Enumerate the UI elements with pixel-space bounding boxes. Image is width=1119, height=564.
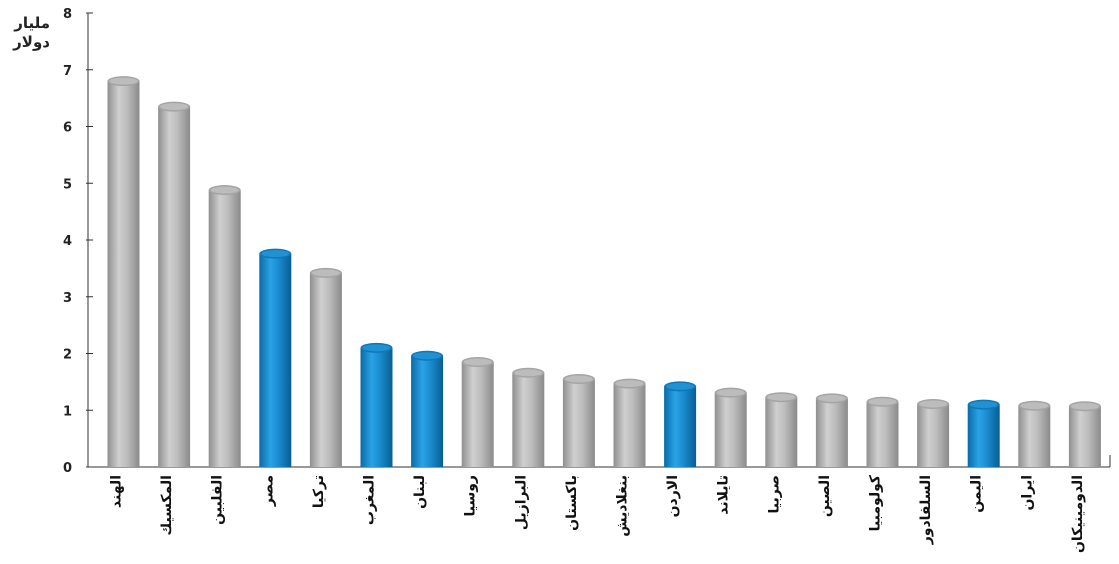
category-label: الهند [109, 475, 125, 508]
bar-1 [107, 76, 140, 467]
bar-11 [613, 378, 646, 467]
bar-cap-highlight [666, 382, 695, 390]
bar-cap-highlight [261, 250, 290, 258]
bar-body [765, 397, 798, 467]
bar-body [309, 272, 342, 467]
category-label: الاردن [665, 475, 681, 517]
bar-13 [714, 387, 747, 467]
category-label: تركيا [311, 475, 327, 508]
category-label: الفلبين [210, 475, 226, 525]
y-tick-label: 4 [63, 234, 72, 249]
bar-cap-highlight [868, 398, 897, 406]
category-label: روسيا [463, 475, 479, 517]
bar-6 [360, 342, 393, 467]
bar-15 [815, 393, 848, 467]
category-label: المكسيك [159, 475, 175, 536]
bar-20 [1068, 401, 1101, 467]
bar-18 [967, 399, 1000, 467]
bar-14 [765, 392, 798, 467]
bar-12 [664, 381, 697, 467]
bar-body [866, 401, 899, 467]
bar-8 [461, 357, 494, 467]
bar-body [714, 392, 747, 467]
bar-body [259, 253, 292, 467]
bar-body [917, 404, 950, 467]
bar-body [815, 398, 848, 467]
bar-cap-highlight [210, 186, 239, 194]
category-label: الصين [817, 475, 833, 517]
category-labels: الهند المكسيك الفلبين مصر تركيا المغرب لبنان رو… [109, 474, 1086, 553]
category-label: تايلاند [716, 475, 732, 515]
y-tick-label: 6 [63, 121, 72, 136]
bar-cap-highlight [817, 394, 846, 402]
bar-cap-highlight [1070, 402, 1099, 410]
bar-body [1068, 406, 1101, 467]
bar-9 [512, 367, 545, 467]
category-label: الدومينيكان [1070, 475, 1086, 553]
bar-7 [411, 350, 444, 467]
bar-cap-highlight [160, 103, 189, 111]
bar-cap-highlight [1020, 402, 1049, 410]
bar-body [158, 106, 191, 467]
y-tick-label: 3 [63, 291, 72, 306]
category-label: مصر [260, 475, 276, 507]
bar-cap-highlight [413, 352, 442, 360]
category-label: المغرب [362, 475, 378, 525]
bar-body [967, 404, 1000, 467]
y-axis-unit-line-2: دولار [13, 33, 50, 51]
bar-cap-highlight [919, 400, 948, 408]
bar-body [562, 379, 595, 467]
category-label: السلفادور [918, 475, 934, 545]
category-label: البرازيل [513, 475, 529, 530]
bar-body [208, 190, 241, 467]
category-label: ايران [1019, 475, 1035, 511]
bar-cap-highlight [564, 375, 593, 383]
bar-body [461, 362, 494, 467]
category-label: اليمن [969, 475, 985, 513]
category-label: باكستان [564, 475, 580, 531]
bar-cap-highlight [362, 344, 391, 352]
bar-body [107, 81, 140, 467]
y-axis-unit-line-1: مليار [14, 14, 50, 32]
y-tick-label: 1 [63, 404, 72, 419]
bars [107, 76, 1101, 467]
y-tick-label: 7 [63, 64, 72, 79]
bar-cap-highlight [463, 358, 492, 366]
bar-body [360, 347, 393, 467]
bar-3 [208, 185, 241, 467]
category-label: كولومبيا [868, 474, 884, 531]
bar-19 [1018, 400, 1051, 467]
bar-10 [562, 374, 595, 467]
bar-body [664, 386, 697, 467]
bar-cap-highlight [311, 269, 340, 277]
bar-body [411, 355, 444, 467]
category-label: بنغلاديش [615, 475, 631, 537]
bar-cap-highlight [716, 389, 745, 397]
y-tick-label: 5 [63, 177, 72, 192]
bar-16 [866, 396, 899, 467]
category-label: لبنان [412, 475, 428, 509]
bar-4 [259, 248, 292, 467]
bar-17 [917, 399, 950, 467]
bar-cap-highlight [767, 393, 796, 401]
y-tick-label: 2 [63, 348, 72, 363]
bar-cap-highlight [109, 77, 138, 85]
bar-cap-highlight [514, 369, 543, 377]
bar-body [1018, 405, 1051, 467]
bar-body [512, 372, 545, 467]
bar-5 [309, 267, 342, 467]
y-tick-label: 0 [63, 461, 72, 476]
bar-body [613, 383, 646, 467]
bar-2 [158, 101, 191, 467]
category-label: صربيا [766, 475, 782, 513]
y-axis-unit-label: مليار دولار [0, 14, 50, 52]
bar-cap-highlight [615, 380, 644, 388]
bar-cap-highlight [969, 401, 998, 409]
y-tick-label: 8 [63, 7, 72, 22]
